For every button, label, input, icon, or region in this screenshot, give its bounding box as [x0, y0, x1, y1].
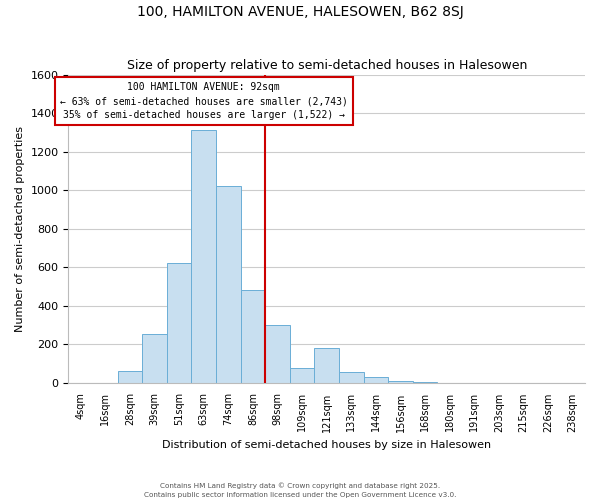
Bar [216, 186, 241, 382]
Bar [265, 325, 290, 382]
Bar [191, 130, 216, 382]
Bar [118, 371, 142, 382]
Bar [388, 380, 413, 382]
Bar [241, 290, 265, 382]
Bar [364, 377, 388, 382]
Bar [142, 334, 167, 382]
Text: 100, HAMILTON AVENUE, HALESOWEN, B62 8SJ: 100, HAMILTON AVENUE, HALESOWEN, B62 8SJ [137, 5, 463, 19]
Bar [314, 348, 339, 382]
Bar [339, 372, 364, 382]
X-axis label: Distribution of semi-detached houses by size in Halesowen: Distribution of semi-detached houses by … [162, 440, 491, 450]
Y-axis label: Number of semi-detached properties: Number of semi-detached properties [15, 126, 25, 332]
Bar [290, 368, 314, 382]
Title: Size of property relative to semi-detached houses in Halesowen: Size of property relative to semi-detach… [127, 59, 527, 72]
Text: Contains HM Land Registry data © Crown copyright and database right 2025.
Contai: Contains HM Land Registry data © Crown c… [144, 482, 456, 498]
Bar [167, 263, 191, 382]
Text: 100 HAMILTON AVENUE: 92sqm
← 63% of semi-detached houses are smaller (2,743)
35%: 100 HAMILTON AVENUE: 92sqm ← 63% of semi… [60, 82, 347, 120]
